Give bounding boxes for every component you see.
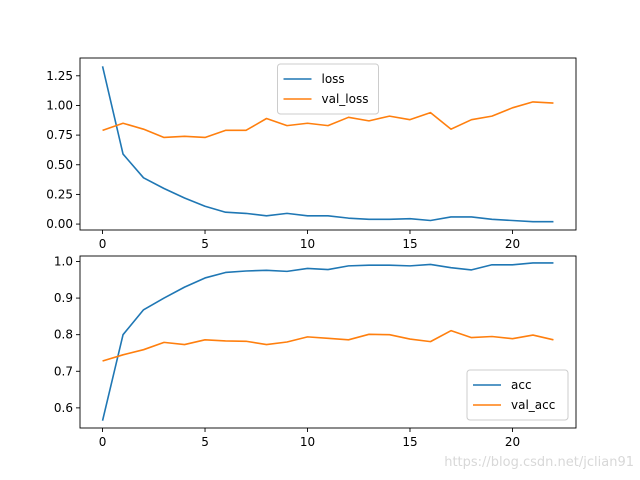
- series-line-val_acc: [102, 329, 554, 362]
- legend: acc val_acc: [466, 369, 569, 421]
- legend-label-val_loss: val_loss: [322, 92, 369, 106]
- x-tick-label: 20: [505, 435, 520, 449]
- x-tick-label: 15: [402, 435, 417, 449]
- series-line-val_loss: [102, 101, 554, 139]
- x-tick-label: 10: [300, 435, 315, 449]
- legend-box: [277, 63, 379, 115]
- y-tick-label: 1.25: [46, 69, 73, 83]
- legend: loss val_loss: [277, 63, 379, 115]
- series-line-loss: [101, 66, 554, 223]
- series-line-acc: [101, 262, 554, 421]
- y-tick-label: 0.25: [46, 187, 73, 201]
- x-tick-label: 10: [300, 237, 315, 251]
- y-tick-label: 0.9: [54, 291, 73, 305]
- x-tick-label: 0: [99, 435, 107, 449]
- y-tick-label: 1.0: [54, 254, 73, 268]
- chart-panel-2: 0 5 10 15 20 0.6 0.7 0.8 0.9 1.0 acc val_acc: [54, 254, 577, 449]
- y-tick-label: 0.00: [46, 217, 73, 231]
- legend-label-val_acc: val_acc: [511, 398, 555, 412]
- y-tick-label: 0.6: [54, 401, 73, 415]
- watermark-text: https://blog.csdn.net/jclian91: [444, 455, 634, 470]
- legend-label-loss: loss: [322, 72, 345, 86]
- x-tick-label: 15: [402, 237, 417, 251]
- plot-frame: [79, 57, 577, 231]
- y-tick-label: 0.75: [46, 128, 73, 142]
- x-tick-label: 20: [505, 237, 520, 251]
- y-tick-label: 1.00: [46, 98, 73, 112]
- y-tick-label: 0.7: [54, 364, 73, 378]
- x-tick-label: 0: [99, 237, 107, 251]
- y-tick-label: 0.50: [46, 158, 73, 172]
- chart-panel-1: 0 5 10 15 20 0.00 0.25 0.50 0.75 1.00 1.25 loss val_…: [46, 57, 577, 251]
- x-tick-label: 5: [201, 435, 209, 449]
- legend-label-acc: acc: [511, 378, 532, 392]
- x-tick-label: 5: [201, 237, 209, 251]
- plot-frame: [79, 255, 577, 429]
- legend-box: [466, 369, 569, 421]
- y-tick-label: 0.8: [54, 328, 73, 342]
